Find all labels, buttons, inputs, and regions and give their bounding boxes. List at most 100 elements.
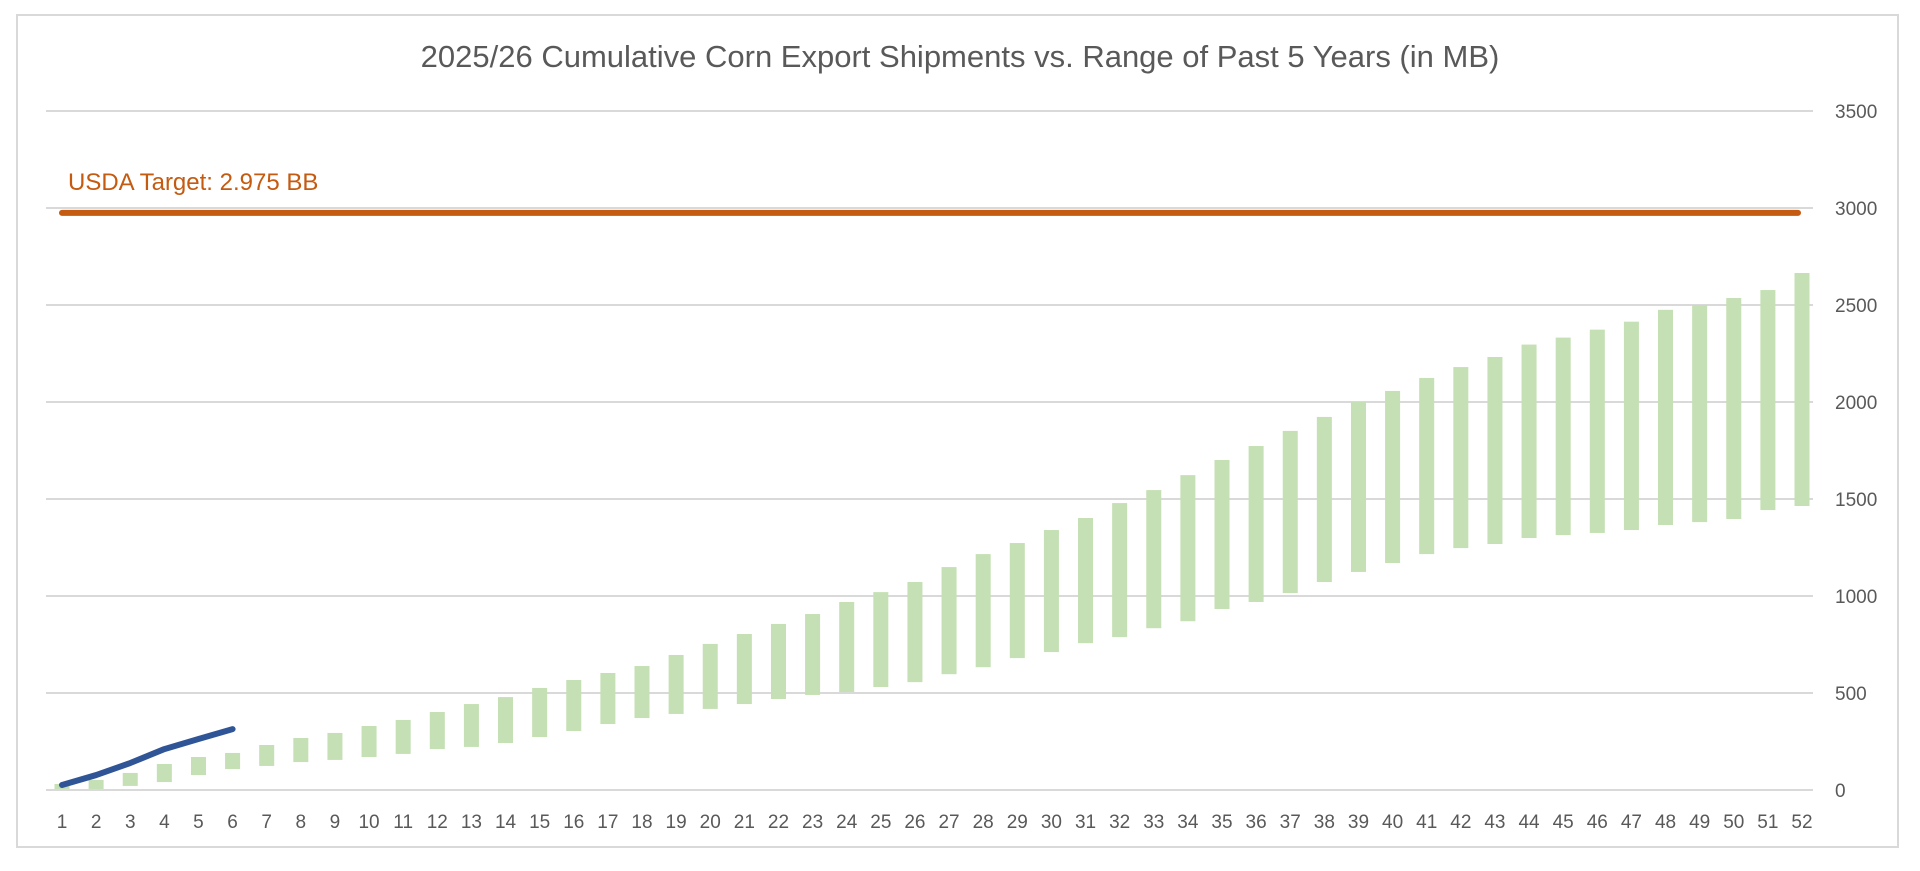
x-tick-label: 52 xyxy=(1791,812,1812,833)
range-bar xyxy=(600,673,616,725)
x-tick-label: 9 xyxy=(330,812,341,833)
x-tick-label: 6 xyxy=(227,812,238,833)
x-tick-label: 41 xyxy=(1416,812,1437,833)
x-tick-label: 24 xyxy=(836,812,858,833)
range-bar xyxy=(1589,329,1605,533)
x-tick-label: 8 xyxy=(296,812,307,833)
range-bar xyxy=(88,779,104,790)
range-bar xyxy=(668,654,684,714)
x-tick-label: 50 xyxy=(1723,812,1744,833)
range-bar xyxy=(1419,377,1435,555)
x-tick-label: 27 xyxy=(938,812,959,833)
range-bar xyxy=(463,704,479,747)
range-bar xyxy=(122,772,138,786)
range-bar xyxy=(327,732,343,760)
range-bar xyxy=(1316,416,1332,583)
x-tick-label: 48 xyxy=(1655,812,1676,833)
chart-frame xyxy=(16,14,1899,848)
range-bar xyxy=(1623,321,1639,531)
range-bar xyxy=(361,725,377,758)
range-bar xyxy=(1760,290,1776,511)
usda-target: USDA Target: 2.975 BB xyxy=(59,169,1801,216)
x-tick-label: 2 xyxy=(91,812,102,833)
x-tick-label: 16 xyxy=(563,812,584,833)
range-bar xyxy=(225,752,241,770)
range-bar xyxy=(566,680,582,732)
range-bar xyxy=(907,582,923,683)
range-bar xyxy=(1214,460,1230,609)
y-tick-label: 500 xyxy=(1835,684,1867,705)
x-tick-label: 15 xyxy=(529,812,550,833)
range-bar xyxy=(1555,337,1571,536)
y-tick-label: 2500 xyxy=(1835,296,1877,317)
range-bar xyxy=(873,592,889,687)
y-tick-label: 2000 xyxy=(1835,393,1877,414)
range-bar xyxy=(634,666,650,719)
y-tick-label: 1500 xyxy=(1835,490,1877,511)
x-tick-label: 4 xyxy=(159,812,170,833)
x-tick-label: 51 xyxy=(1757,812,1778,833)
range-bar xyxy=(805,614,821,695)
x-tick-label: 37 xyxy=(1280,812,1301,833)
range-bar xyxy=(498,697,514,744)
x-tick-label: 47 xyxy=(1621,812,1642,833)
x-tick-label: 46 xyxy=(1587,812,1608,833)
range-bar xyxy=(1043,530,1059,653)
range-bar xyxy=(1521,344,1537,538)
range-bar xyxy=(1385,390,1401,564)
range-bar xyxy=(1658,309,1674,525)
y-tick-label: 3000 xyxy=(1835,199,1877,220)
x-tick-label: 38 xyxy=(1314,812,1335,833)
range-bar xyxy=(1453,367,1469,549)
x-tick-label: 36 xyxy=(1246,812,1267,833)
range-bar xyxy=(1180,475,1196,622)
range-bar xyxy=(702,643,718,709)
x-tick-label: 22 xyxy=(768,812,789,833)
x-tick-label: 21 xyxy=(734,812,755,833)
range-bar xyxy=(1112,503,1128,638)
range-bar xyxy=(1350,402,1366,572)
range-bar xyxy=(1009,543,1025,659)
range-bar xyxy=(532,687,548,738)
x-tick-label: 19 xyxy=(666,812,687,833)
x-tick-label: 44 xyxy=(1518,812,1540,833)
range-bar xyxy=(395,719,411,754)
x-tick-label: 35 xyxy=(1211,812,1232,833)
x-tick-label: 11 xyxy=(393,812,413,833)
current-season-line xyxy=(59,726,236,788)
chart-title: 2025/26 Cumulative Corn Export Shipments… xyxy=(421,39,1500,74)
range-bar xyxy=(1692,305,1708,523)
x-tick-label: 7 xyxy=(261,812,272,833)
x-tick-label: 34 xyxy=(1177,812,1199,833)
range-bar xyxy=(259,744,275,766)
range-bar xyxy=(1146,490,1162,629)
range-bar xyxy=(190,757,206,776)
current-season-line-group xyxy=(59,726,236,788)
range-bar xyxy=(1282,430,1298,594)
x-tick-label: 39 xyxy=(1348,812,1369,833)
x-tick-label: 33 xyxy=(1143,812,1164,833)
range-bar xyxy=(770,623,786,700)
range-bar xyxy=(736,634,752,705)
x-tick-label: 12 xyxy=(427,812,448,833)
x-tick-label: 40 xyxy=(1382,812,1403,833)
range-bar xyxy=(1726,298,1742,519)
y-tick-label: 1000 xyxy=(1835,587,1877,608)
x-tick-label: 25 xyxy=(870,812,891,833)
x-tick-label: 43 xyxy=(1484,812,1505,833)
range-bar xyxy=(975,554,991,668)
x-tick-label: 42 xyxy=(1450,812,1471,833)
range-bar xyxy=(839,602,855,693)
x-tick-label: 32 xyxy=(1109,812,1130,833)
y-tick-label: 0 xyxy=(1835,781,1846,802)
x-tick-label: 5 xyxy=(193,812,204,833)
x-tick-label: 1 xyxy=(57,812,68,833)
gridlines xyxy=(46,110,1813,791)
x-axis-ticks: 1 2 3 4 5 6 7 8 9 10 11 12 13 14 15 16 17 18 19 20 21 22 23 24 2… xyxy=(57,812,1813,833)
x-tick-label: 29 xyxy=(1007,812,1028,833)
range-bar xyxy=(941,567,957,675)
x-tick-label: 45 xyxy=(1553,812,1574,833)
x-tick-label: 28 xyxy=(973,812,994,833)
range-bar xyxy=(156,764,172,783)
